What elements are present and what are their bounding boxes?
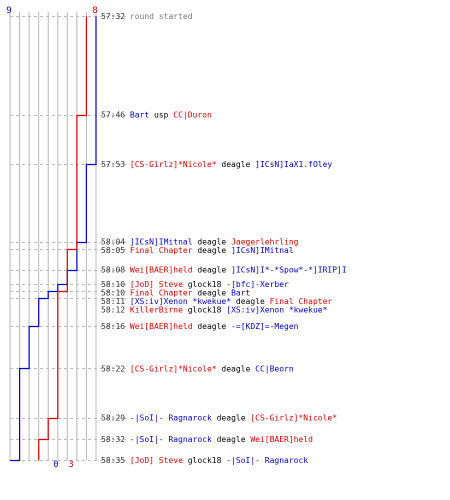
top-right-count-label: 8 — [92, 6, 97, 16]
bottom-right-count-label: 3 — [68, 460, 73, 470]
event-text: [XS:iv]Xenon *kwekue* — [130, 297, 231, 306]
event-text: deagle — [193, 322, 232, 331]
event-text: ]ICsN]IMitnal — [231, 246, 294, 255]
event-row: 58:05 Final Chapter deagle ]ICsN]IMitnal — [101, 246, 294, 255]
event-time: 58:29 — [101, 414, 130, 423]
event-text: Jaegerlehrling — [231, 238, 299, 247]
event-time: 58:10 — [101, 288, 130, 297]
event-time: 58:32 — [101, 435, 130, 444]
event-text: -|SoI|- Ragnarock — [130, 435, 212, 444]
event-row: 58:29 -|SoI|- Ragnarock deagle [CS-Girlz… — [101, 414, 337, 423]
event-row: 58:32 -|SoI|- Ragnarock deagle Wei[BAER]… — [101, 435, 313, 444]
event-text: [JoD] Steve — [130, 456, 183, 465]
event-text: glock18 — [183, 456, 226, 465]
event-text: Bart — [231, 288, 250, 297]
event-text: deagle — [193, 238, 232, 247]
event-time: 58:04 — [101, 238, 130, 247]
event-row: 58:10 [JoD] Steve glock18 -[bfc]-Xerber — [101, 280, 289, 289]
event-row: 58:22 [CS-Girlz]*Nicole* deagle CC|Beorn — [101, 364, 294, 373]
event-text: [CS-Girlz]*Nicole* — [130, 160, 217, 169]
event-text: deagle — [217, 364, 256, 373]
event-time: 58:11 — [101, 297, 130, 306]
event-text: [JoD] Steve — [130, 280, 183, 289]
event-row: 58:04 ]ICsN]IMitnal deagle Jaegerlehrlin… — [101, 238, 299, 247]
event-text: deagle — [193, 266, 232, 275]
event-dash-lines — [10, 16, 126, 461]
event-row: 58:16 Wei[BAER]held deagle -=[KDZ]=-Mege… — [101, 322, 299, 331]
event-text: deagle — [231, 297, 270, 306]
event-text: [XS:iv]Xenon *kwekue* — [226, 306, 327, 315]
event-time: 58:08 — [101, 266, 130, 275]
event-text: deagle — [212, 414, 251, 423]
event-row: 58:35 [JoD] Steve glock18 -|SoI|- Ragnar… — [101, 456, 308, 465]
event-text: glock18 — [183, 280, 226, 289]
event-row: 58:12 KillerBirne glock18 [XS:iv]Xenon *… — [101, 306, 328, 315]
event-text: deagle — [217, 160, 256, 169]
event-time: 58:05 — [101, 246, 130, 255]
event-time: 58:22 — [101, 364, 130, 373]
event-text: -[bfc]-Xerber — [226, 280, 289, 289]
event-time: 58:10 — [101, 280, 130, 289]
event-text: ]ICsN]IMitnal — [130, 238, 193, 247]
event-row: 58:08 Wei[BAER]held deagle ]ICsN]I*-*Spo… — [101, 266, 347, 275]
event-text: usp — [149, 111, 173, 120]
event-text: CC|Duron — [173, 111, 212, 120]
event-text: deagle — [193, 288, 232, 297]
event-text: Wei[BAER]held — [130, 266, 193, 275]
event-text: Final Chapter — [130, 246, 193, 255]
grid — [9, 12, 97, 460]
event-time: 57:53 — [101, 160, 130, 169]
series-line — [10, 16, 97, 462]
event-text: deagle — [193, 246, 232, 255]
series-lines — [10, 16, 97, 462]
event-text: ]ICsN]IaX1.fOley — [255, 160, 332, 169]
event-text: Final Chapter — [130, 288, 193, 297]
event-text: [CS-Girlz]*Nicole* — [250, 414, 337, 423]
event-time: 58:16 — [101, 322, 130, 331]
event-text: -|SoI|- Ragnarock — [226, 456, 308, 465]
event-text: Wei[BAER]held — [250, 435, 313, 444]
event-text: KillerBirne — [130, 306, 183, 315]
event-text: [CS-Girlz]*Nicole* — [130, 364, 217, 373]
event-text: ]ICsN]I*-*Spow*-*]IRIP]I — [231, 266, 347, 275]
event-row: 57:32 round started — [101, 12, 193, 21]
event-time: 58:12 — [101, 306, 130, 315]
event-text: CC|Beorn — [255, 364, 294, 373]
bottom-left-count-label: 0 — [53, 460, 58, 470]
event-text: deagle — [212, 435, 251, 444]
event-text: Wei[BAER]held — [130, 322, 193, 331]
event-time: 57:46 — [101, 111, 130, 120]
event-text: Final Chapter — [270, 297, 333, 306]
event-row: 58:10 Final Chapter deagle Bart — [101, 288, 251, 297]
event-labels: 57:32 round started 57:46 Bart usp CC|Dur… — [101, 12, 347, 465]
event-time: 58:35 — [101, 456, 130, 465]
event-row: 57:53 [CS-Girlz]*Nicole* deagle ]ICsN]Ia… — [101, 160, 332, 169]
event-text: Bart — [130, 111, 149, 120]
event-text: glock18 — [183, 306, 226, 315]
event-row: 58:11 [XS:iv]Xenon *kwekue* deagle Final… — [101, 297, 332, 306]
series-line — [38, 16, 88, 461]
event-row: 57:46 Bart usp CC|Duron — [101, 111, 212, 120]
event-text: -|SoI|- Ragnarock — [130, 414, 212, 423]
event-text: -=[KDZ]=-Megen — [231, 322, 299, 331]
top-left-count-label: 9 — [6, 6, 11, 16]
event-text: round started — [130, 12, 193, 21]
event-time: 57:32 — [101, 12, 130, 21]
